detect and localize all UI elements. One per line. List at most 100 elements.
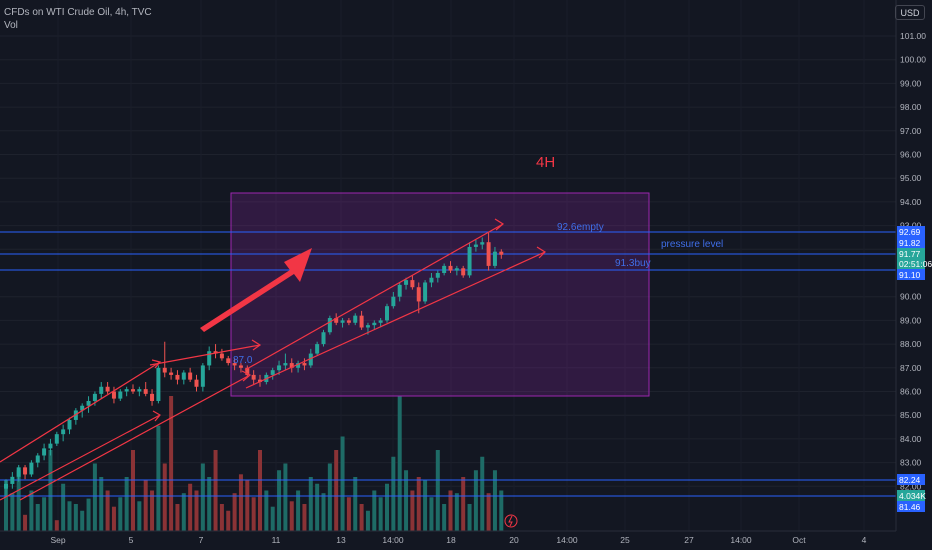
candle-body[interactable] [480, 242, 485, 245]
candle-body[interactable] [321, 332, 326, 345]
candle-body[interactable] [4, 483, 8, 489]
candle-body[interactable] [397, 284, 402, 297]
candle-body[interactable] [111, 391, 116, 399]
price-tick-label: 88.00 [900, 339, 922, 349]
price-tag-label: 92.69 [899, 227, 921, 237]
candle-body[interactable] [391, 296, 396, 307]
candle-body[interactable] [181, 372, 186, 380]
candle-body[interactable] [442, 265, 447, 273]
candle-body[interactable] [499, 251, 504, 255]
candle-body[interactable] [385, 306, 389, 321]
candle-body[interactable] [86, 400, 91, 406]
candle-body[interactable] [54, 434, 59, 444]
candle-body[interactable] [404, 280, 409, 285]
candle-body[interactable] [473, 244, 478, 247]
candle-body[interactable] [169, 372, 174, 375]
candle-body[interactable] [327, 318, 332, 333]
candle-body[interactable] [334, 318, 339, 323]
candle-body[interactable] [10, 476, 15, 484]
candle-body[interactable] [315, 344, 320, 354]
candle-body[interactable] [35, 455, 40, 463]
candle-body[interactable] [213, 351, 218, 354]
candle-body[interactable] [207, 351, 212, 366]
candle-body[interactable] [283, 363, 288, 366]
candle-body[interactable] [92, 393, 97, 401]
candle-body[interactable] [365, 325, 370, 328]
volume-bar [480, 456, 485, 531]
candle-body[interactable] [251, 374, 256, 380]
candle-body[interactable] [200, 365, 205, 387]
candle-body[interactable] [124, 389, 129, 392]
candle-body[interactable] [80, 405, 85, 411]
candle-body[interactable] [353, 315, 358, 323]
candle-body[interactable] [423, 282, 428, 302]
candle-body[interactable] [270, 370, 275, 375]
candle-body[interactable] [302, 363, 307, 366]
candle-body[interactable] [23, 467, 28, 475]
candle-body[interactable] [105, 386, 110, 392]
candle-body[interactable] [131, 389, 135, 392]
candle-body[interactable] [258, 379, 262, 383]
candle-body[interactable] [277, 365, 282, 371]
candle-body[interactable] [492, 251, 497, 266]
trendline-upper-1[interactable] [149, 344, 261, 366]
candle-body[interactable] [378, 320, 383, 323]
candle-body[interactable] [372, 322, 377, 326]
candle-body[interactable] [486, 242, 491, 266]
candle-body[interactable] [238, 365, 243, 368]
candle-body[interactable] [461, 268, 466, 276]
zone-box[interactable] [230, 192, 650, 397]
candle-body[interactable] [99, 386, 104, 394]
candle-body[interactable] [340, 320, 345, 323]
candle-body[interactable] [346, 320, 351, 323]
candle-body[interactable] [61, 429, 66, 435]
candle-body[interactable] [226, 358, 231, 364]
volume-bar [296, 490, 301, 531]
candle-body[interactable] [156, 367, 161, 401]
candle-body[interactable] [289, 363, 294, 368]
candle-body[interactable] [296, 363, 301, 368]
price-tick-label: 93.00 [900, 221, 922, 231]
channel-lower[interactable] [245, 251, 546, 389]
big-arrow-icon [200, 248, 312, 332]
trendline-mid-left[interactable] [0, 414, 161, 501]
volume-bar [283, 463, 288, 531]
volume-bar [365, 510, 370, 531]
candle-body[interactable] [429, 277, 434, 283]
candle-body[interactable] [435, 273, 440, 278]
candle-body[interactable] [454, 268, 459, 271]
candle-body[interactable] [410, 280, 415, 288]
candle-body[interactable] [359, 315, 364, 328]
candle-body[interactable] [467, 246, 472, 276]
candle-body[interactable] [162, 367, 167, 373]
candle-body[interactable] [448, 265, 453, 271]
price-tag-label: 91.10 [899, 270, 921, 280]
candle-body[interactable] [416, 287, 421, 302]
currency-button[interactable]: USD [895, 5, 925, 20]
candle-body[interactable] [188, 372, 193, 380]
trendline-lower-2[interactable] [19, 374, 251, 501]
flash-icon[interactable] [504, 514, 518, 528]
volume-bar [308, 477, 313, 531]
candle-body[interactable] [67, 419, 72, 430]
candle-body[interactable] [137, 389, 142, 392]
candle-body[interactable] [48, 443, 53, 449]
candle-body[interactable] [143, 389, 148, 394]
candle-body[interactable] [29, 462, 34, 475]
channel-upper[interactable] [244, 223, 504, 371]
candle-body[interactable] [232, 363, 237, 366]
candle-body[interactable] [16, 467, 21, 477]
candle-body[interactable] [219, 353, 224, 359]
price-tick-label: 85.00 [900, 410, 922, 420]
candle-body[interactable] [245, 367, 250, 375]
candle-body[interactable] [42, 448, 47, 456]
candle-body[interactable] [308, 353, 313, 366]
candle-body[interactable] [175, 374, 180, 380]
candle-body[interactable] [150, 393, 155, 401]
candle-body[interactable] [194, 379, 199, 387]
trendline-lower-left[interactable] [0, 361, 161, 463]
volume-bar [143, 479, 148, 531]
volume-bar [353, 477, 358, 531]
candle-body[interactable] [118, 391, 123, 399]
